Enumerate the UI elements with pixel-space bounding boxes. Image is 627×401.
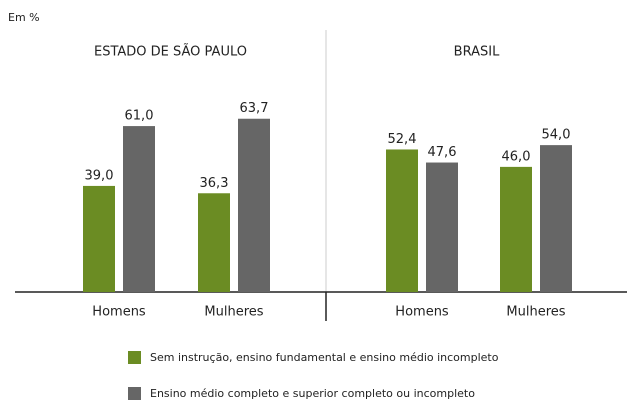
value-label: 47,6 xyxy=(428,145,457,160)
value-label: 52,4 xyxy=(388,132,417,147)
unit-note: Em % xyxy=(8,11,40,24)
value-label: 46,0 xyxy=(502,149,531,164)
bar xyxy=(198,193,230,292)
legend-swatch xyxy=(128,351,141,364)
bar xyxy=(123,126,155,292)
legend-swatch xyxy=(128,387,141,400)
bar xyxy=(426,162,458,292)
bar xyxy=(500,166,532,292)
x-tick-label: Mulheres xyxy=(204,305,263,320)
value-label: 36,3 xyxy=(200,176,229,191)
legend-label: Sem instrução, ensino fundamental e ensi… xyxy=(150,351,499,364)
bar xyxy=(386,149,418,292)
x-tick-label: Homens xyxy=(395,305,449,320)
x-tick-label: Mulheres xyxy=(506,305,565,320)
panel-title: ESTADO DE SÃO PAULO xyxy=(94,44,247,60)
bar xyxy=(83,185,115,292)
bar xyxy=(238,118,270,293)
value-label: 39,0 xyxy=(85,168,114,183)
panel-title: BRASIL xyxy=(454,45,500,60)
bar xyxy=(540,145,572,292)
value-label: 63,7 xyxy=(240,101,269,116)
legend-label: Ensino médio completo e superior complet… xyxy=(150,387,475,400)
x-tick-label: Homens xyxy=(92,305,146,320)
value-label: 61,0 xyxy=(125,109,154,124)
value-label: 54,0 xyxy=(542,128,571,143)
